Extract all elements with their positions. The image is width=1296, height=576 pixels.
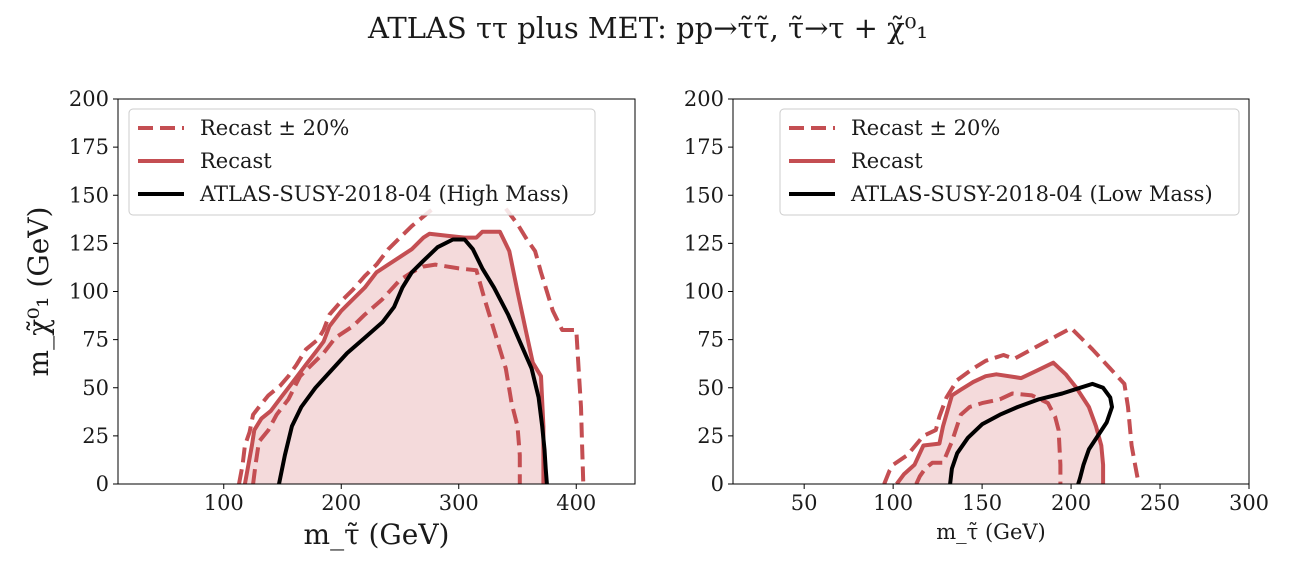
x-tick-label: 150 [962,491,1002,515]
series-line-1-2 [895,360,1106,484]
y-tick-label: 50 [697,376,724,400]
legend-label: Recast ± 20% [200,116,349,140]
series-line-0-1 [504,207,586,484]
x-tick-label: 100 [873,491,913,515]
y-tick-label: 75 [697,328,724,352]
y-tick-label: 75 [82,328,109,352]
y-tick-label: 200 [684,87,724,111]
x-tick-label: 250 [1140,491,1180,515]
y-tick-label: 150 [684,183,724,207]
figure-title: ATLAS ττ plus MET: pp→τ̃τ̃, τ̃→τ + χ̃⁰₁ [367,11,928,45]
series-line-0-3 [242,229,546,484]
x-axis-label: m_τ̃ (GeV) [304,518,450,551]
y-tick-label: 100 [69,280,109,304]
legend-label: Recast ± 20% [851,116,1000,140]
series-line-1-3 [948,381,1114,484]
series-line-0-2 [251,262,522,484]
x-tick-label: 200 [1051,491,1091,515]
y-tick-label: 200 [69,87,109,111]
series-line-1-0 [882,326,1141,484]
x-axis-label: m_τ̃ (GeV) [936,520,1045,544]
x-tick-label: 100 [204,491,244,515]
legend-label: Recast [200,149,272,173]
y-axis-label: m_χ̃⁰₁ (GeV) [22,207,55,377]
y-tick-label: 175 [684,135,724,159]
x-tick-label: 200 [321,491,361,515]
legend-label: ATLAS-SUSY-2018-04 (High Mass) [199,182,569,206]
series-line-0-0 [237,207,435,484]
left-panel: 100 200 300 400 0 25 50 75 100 125 150 175 200 m_τ̃ (… [22,87,636,551]
y-tick-label: 175 [69,135,109,159]
right-panel: 50 100 150 200 250 3000255075100125150175200m… [684,87,1269,544]
y-tick-label: 150 [69,183,109,207]
x-tick-label: 50 [791,491,818,515]
x-tick-label: 300 [1229,491,1269,515]
legend: Recast ± 20% Recast ATLAS-SUSY-2018-04 (Hi… [128,108,596,216]
y-tick-label: 0 [711,472,724,496]
legend-label: ATLAS-SUSY-2018-04 (Low Mass) [850,182,1213,206]
x-tick-label: 300 [439,491,479,515]
x-tick-label: 400 [556,491,596,515]
y-tick-label: 50 [82,376,109,400]
y-tick-label: 0 [96,472,109,496]
legend-label: Recast [851,149,923,173]
y-tick-label: 25 [697,424,724,448]
recast-excluded-area-0 [244,231,544,484]
series-line-0-4 [277,237,549,484]
legend: Recast ± 20% Recast ATLAS-SUSY-2018-04 (Lo… [779,108,1240,216]
y-tick-label: 125 [69,231,109,255]
series-line-1-1 [914,391,1063,484]
y-tick-label: 25 [82,424,109,448]
y-tick-label: 100 [684,280,724,304]
y-tick-label: 125 [684,231,724,255]
